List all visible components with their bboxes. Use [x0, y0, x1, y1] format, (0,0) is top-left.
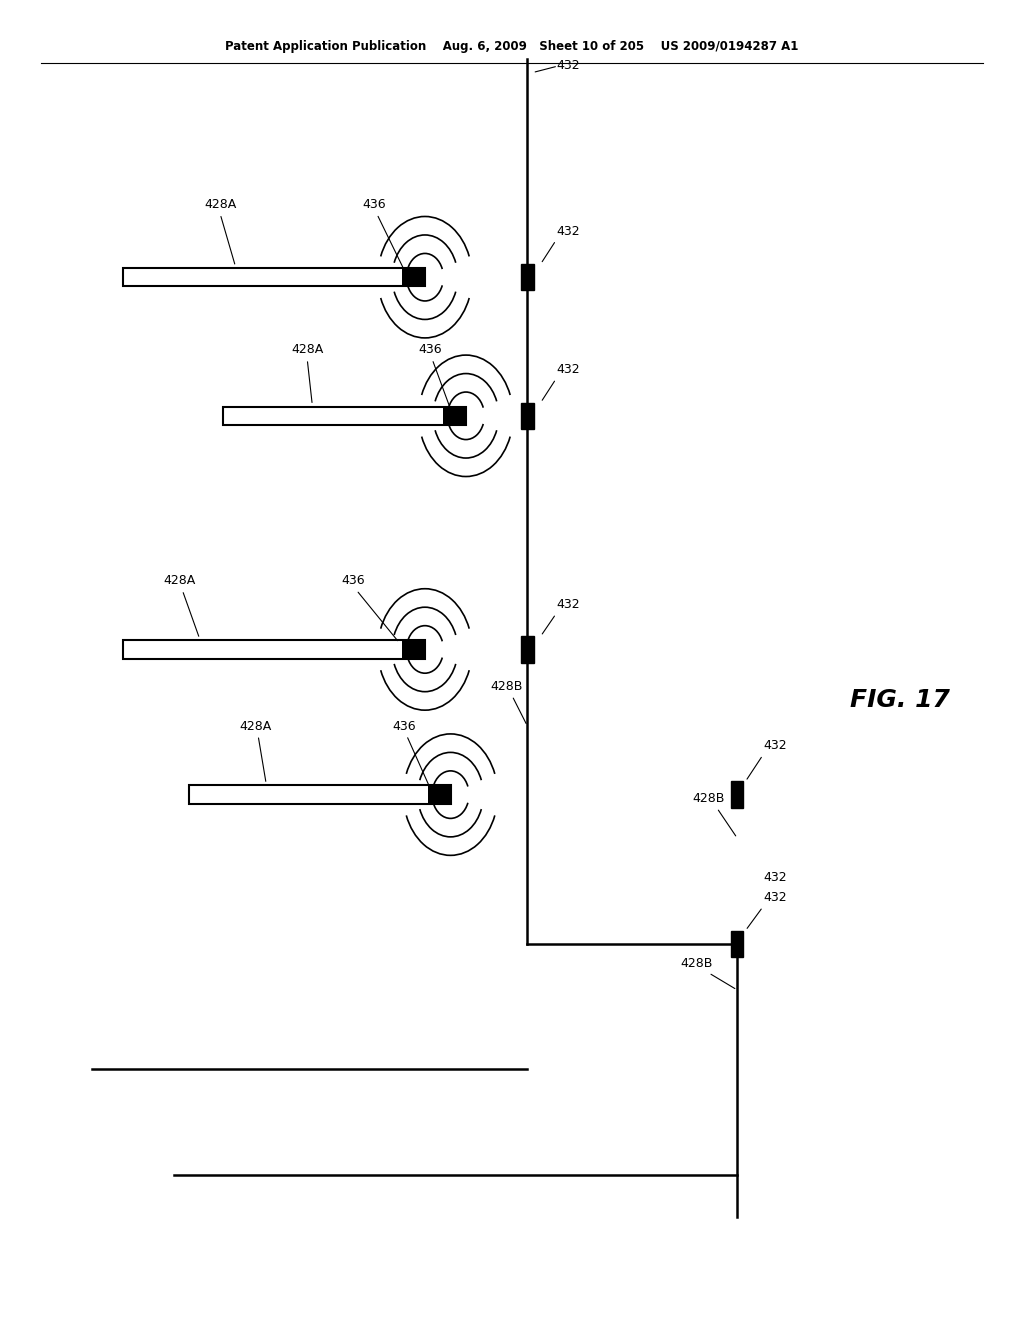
Text: 428B: 428B	[680, 957, 713, 970]
Text: 428A: 428A	[204, 198, 237, 211]
Text: 432: 432	[556, 59, 580, 73]
Text: 432: 432	[556, 363, 580, 376]
Text: 436: 436	[392, 719, 417, 733]
Text: 432: 432	[556, 224, 580, 238]
Text: 428B: 428B	[692, 792, 725, 805]
Bar	[731, 781, 743, 808]
Text: 428A: 428A	[291, 343, 324, 356]
Text: 432: 432	[763, 739, 786, 752]
FancyBboxPatch shape	[223, 407, 466, 425]
Bar	[731, 931, 743, 957]
Text: Patent Application Publication    Aug. 6, 2009   Sheet 10 of 205    US 2009/0194: Patent Application Publication Aug. 6, 2…	[225, 40, 799, 53]
Bar	[521, 264, 534, 290]
Bar	[521, 636, 534, 663]
FancyBboxPatch shape	[189, 785, 451, 804]
Text: FIG. 17: FIG. 17	[850, 688, 950, 711]
Text: 436: 436	[341, 574, 366, 587]
Text: 428B: 428B	[490, 680, 523, 693]
Bar	[402, 640, 425, 659]
Bar	[521, 403, 534, 429]
FancyBboxPatch shape	[123, 268, 425, 286]
Bar	[402, 268, 425, 286]
FancyBboxPatch shape	[123, 640, 425, 659]
Text: 428A: 428A	[240, 719, 272, 733]
Bar	[443, 407, 466, 425]
Text: 432: 432	[763, 871, 786, 884]
Bar	[428, 785, 451, 804]
Text: 428A: 428A	[163, 574, 196, 587]
Text: 436: 436	[361, 198, 386, 211]
Text: 432: 432	[556, 598, 580, 611]
Text: 432: 432	[763, 891, 786, 904]
Text: 436: 436	[418, 343, 442, 356]
